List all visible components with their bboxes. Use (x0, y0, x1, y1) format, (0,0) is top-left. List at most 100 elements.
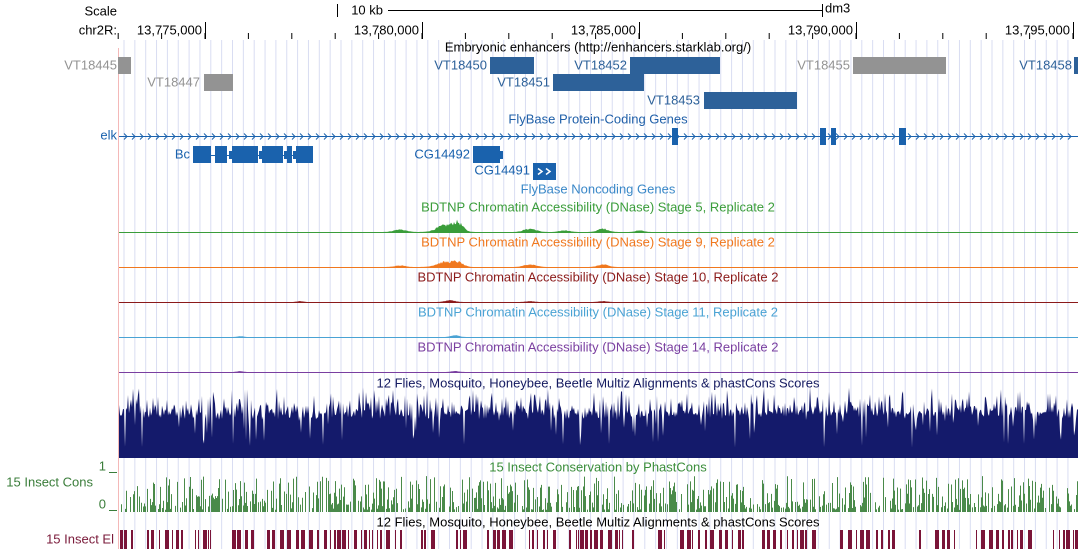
element (487, 530, 489, 549)
track-title: BDTNP Chromatin Accessibility (DNase) St… (421, 199, 775, 214)
element (208, 530, 209, 549)
enhancer (490, 57, 534, 74)
element (742, 530, 744, 549)
element (797, 530, 798, 549)
element (805, 530, 807, 549)
element (537, 530, 538, 549)
element (364, 530, 367, 549)
axis-label: 0 (99, 496, 106, 511)
element (147, 530, 149, 549)
ruler-label: 13,785,000 (571, 22, 636, 37)
element (687, 530, 691, 549)
element (337, 530, 341, 549)
element (996, 530, 999, 549)
element (251, 530, 254, 549)
track-title: BDTNP Chromatin Accessibility (DNase) St… (417, 269, 778, 284)
element (165, 530, 169, 549)
enhancer-label: VT18451 (497, 74, 550, 89)
assembly-label: dm3 (825, 0, 850, 15)
element (317, 530, 319, 549)
element (767, 530, 770, 549)
chrom-label: chr2R: (79, 22, 117, 37)
element (460, 530, 461, 549)
element (1066, 530, 1070, 549)
element (888, 530, 890, 549)
scale-label: Scale (84, 3, 117, 18)
signal (119, 260, 1078, 267)
exon (262, 146, 283, 163)
ruler-label: 13,780,000 (354, 22, 419, 37)
enhancer (1074, 57, 1078, 74)
axis-label: 1 (99, 458, 106, 473)
element (1073, 530, 1074, 549)
element (881, 530, 883, 549)
element (159, 530, 160, 549)
track-title: BDTNP Chromatin Accessibility (DNase) St… (417, 339, 778, 354)
track-title: 12 Flies, Mosquito, Honeybee, Beetle Mul… (377, 375, 820, 390)
element (301, 530, 305, 549)
element (400, 530, 402, 549)
element (386, 530, 390, 549)
ruler-label: 13,795,000 (1005, 22, 1070, 37)
element (380, 530, 382, 549)
element (354, 530, 357, 549)
enhancer-label: VT18450 (434, 57, 487, 72)
element (463, 530, 467, 549)
element (348, 530, 349, 549)
track-title: FlyBase Protein-Coding Genes (508, 111, 688, 126)
element (947, 530, 950, 549)
ruler-label: 13,775,000 (137, 22, 202, 37)
element (812, 530, 816, 549)
element (334, 530, 336, 549)
phastcons-signal (121, 476, 1078, 512)
exon (899, 128, 906, 145)
element (792, 530, 794, 549)
track-title: FlyBase Noncoding Genes (521, 181, 676, 196)
element (608, 530, 612, 549)
element (330, 530, 331, 549)
element (719, 530, 722, 549)
ruler-label: 13,790,000 (788, 22, 853, 37)
element (919, 530, 921, 549)
element (981, 530, 985, 549)
element (600, 530, 603, 549)
element (876, 530, 878, 549)
element (421, 530, 423, 549)
element (578, 530, 579, 549)
element (580, 530, 584, 549)
exon (287, 146, 292, 163)
signal (119, 219, 1078, 232)
element (342, 530, 346, 549)
enhancer-label: VT18452 (574, 57, 627, 72)
track-label: 15 Insect El (46, 531, 114, 546)
element (509, 530, 513, 549)
utr (197, 151, 199, 159)
element (1002, 530, 1004, 549)
enhancer (853, 57, 946, 74)
signal (119, 300, 1078, 302)
element (622, 530, 623, 549)
element (553, 530, 556, 549)
utr (500, 151, 503, 159)
element (232, 530, 236, 549)
gene-label: CG14491 (474, 162, 530, 177)
element (172, 530, 173, 549)
exon (672, 128, 678, 145)
element (1008, 530, 1010, 549)
gene-label: elk (100, 127, 117, 142)
element (181, 530, 183, 549)
exon (296, 146, 313, 163)
element (195, 530, 196, 549)
exon (533, 163, 556, 180)
element (497, 530, 500, 549)
element (787, 530, 788, 549)
element (529, 530, 530, 549)
utr (229, 151, 232, 159)
element (664, 530, 665, 549)
track-title: BDTNP Chromatin Accessibility (DNase) St… (418, 304, 778, 319)
element (590, 530, 592, 549)
element (151, 530, 154, 549)
enhancer (553, 74, 644, 91)
strand-arrows (537, 167, 552, 176)
track-title: 12 Flies, Mosquito, Honeybee, Beetle Mul… (377, 514, 820, 529)
